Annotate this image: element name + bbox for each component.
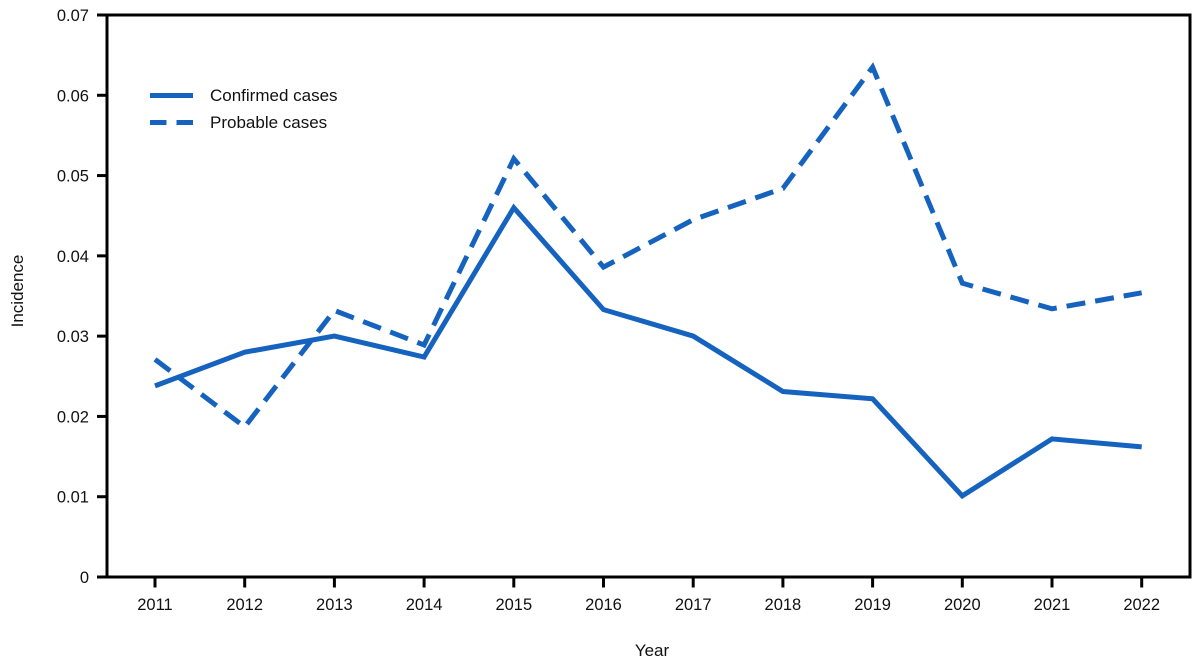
x-tick-label: 2017 bbox=[675, 596, 712, 614]
y-tick-label: 0.06 bbox=[57, 87, 89, 105]
y-axis-title: Incidence bbox=[8, 255, 27, 328]
y-axis-ticks: 0 0.01 0.02 0.03 0.04 0.05 0.06 0.07 bbox=[57, 7, 107, 587]
y-tick-label: 0.04 bbox=[57, 248, 89, 266]
confirmed-cases-line bbox=[154, 203, 1142, 500]
x-axis-ticks: 2011 2012 2013 2014 2015 2016 2017 2018 2019 2020… bbox=[137, 577, 1160, 614]
legend-label-confirmed: Confirmed cases bbox=[210, 86, 338, 105]
y-tick-label: 0.02 bbox=[57, 408, 89, 426]
x-tick-label: 2014 bbox=[406, 596, 443, 614]
x-tick-label: 2016 bbox=[585, 596, 622, 614]
x-tick-label: 2011 bbox=[137, 596, 172, 614]
x-tick-label: 2018 bbox=[765, 596, 802, 614]
x-tick-label: 2022 bbox=[1123, 596, 1160, 614]
x-tick-label: 2021 bbox=[1034, 596, 1071, 614]
data-series bbox=[153, 62, 1143, 500]
legend: Confirmed cases Probable cases bbox=[150, 86, 338, 132]
x-tick-label: 2013 bbox=[316, 596, 353, 614]
y-tick-label: 0.07 bbox=[57, 7, 89, 25]
x-tick-label: 2015 bbox=[495, 596, 532, 614]
plot-frame bbox=[105, 13, 1192, 579]
y-tick-label: 0.05 bbox=[57, 168, 89, 186]
x-tick-label: 2019 bbox=[854, 596, 891, 614]
x-tick-label: 2012 bbox=[226, 596, 263, 614]
x-axis-title: Year bbox=[635, 641, 670, 660]
probable-cases-line bbox=[153, 62, 1143, 431]
x-tick-label: 2020 bbox=[944, 596, 981, 614]
y-tick-label: 0.03 bbox=[57, 328, 89, 346]
legend-label-probable: Probable cases bbox=[210, 113, 327, 132]
y-tick-label: 0 bbox=[80, 569, 89, 587]
y-tick-label: 0.01 bbox=[57, 489, 89, 507]
plot-frame-rect bbox=[105, 13, 1192, 579]
